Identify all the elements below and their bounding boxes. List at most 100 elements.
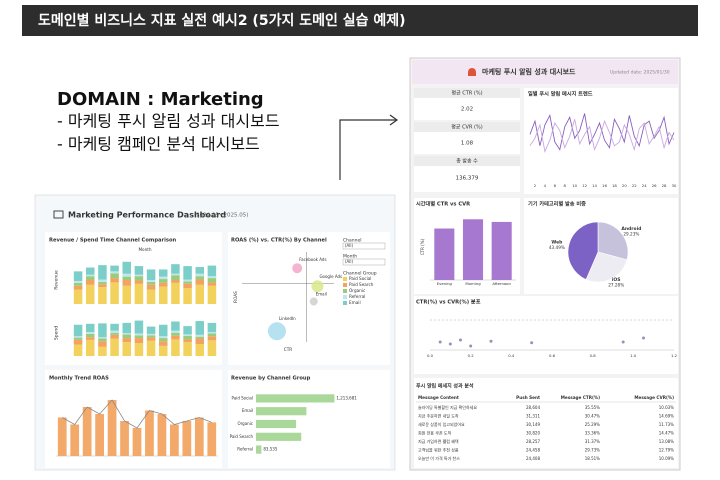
table-cell: 28,604 bbox=[526, 405, 540, 410]
bubble bbox=[309, 297, 318, 306]
table-cell: 33.36% bbox=[585, 431, 600, 436]
slice-label: Android bbox=[621, 226, 641, 232]
bar-segment bbox=[98, 279, 107, 282]
bubble-label: Google Ads bbox=[319, 274, 342, 279]
bar-segment bbox=[98, 323, 107, 338]
x-tick-label: 26 bbox=[652, 183, 657, 188]
kpi-label: 평균 CVR (%) bbox=[451, 124, 482, 131]
campaign-title: Marketing Performance Dashboard bbox=[68, 211, 226, 220]
bar-segment bbox=[207, 276, 217, 279]
filter-value[interactable]: (All) bbox=[345, 243, 354, 248]
bubble-label: LinkedIn bbox=[279, 316, 296, 321]
intro-item: - 마케팅 푸시 알림 성과 대시보드 bbox=[57, 112, 280, 131]
bar-segment bbox=[73, 289, 83, 304]
bar-segment bbox=[171, 273, 180, 276]
panel bbox=[414, 378, 678, 468]
bar bbox=[120, 421, 129, 456]
kpi-label: 총 발송 수 bbox=[456, 158, 478, 165]
bar bbox=[132, 428, 142, 456]
table-header: Push Sent bbox=[516, 395, 540, 400]
x-tick-label: 6 bbox=[554, 183, 557, 188]
push-header bbox=[412, 60, 678, 84]
filter-label: Channel bbox=[343, 238, 361, 244]
bar-segment bbox=[73, 280, 83, 283]
table-header: Message Content bbox=[418, 395, 459, 400]
bar-segment bbox=[146, 333, 156, 336]
bell-icon bbox=[468, 68, 476, 77]
bar-segment bbox=[110, 323, 119, 331]
table-cell: 31.37% bbox=[585, 439, 600, 444]
bar-segment bbox=[146, 269, 156, 280]
bar-segment bbox=[73, 344, 83, 356]
bar-segment bbox=[183, 334, 192, 336]
bar-segment bbox=[158, 286, 168, 304]
x-tick-label: 22 bbox=[632, 183, 637, 188]
table-title: 푸시 알림 메세지 성과 분석 bbox=[416, 383, 474, 390]
domain-title: DOMAIN : Marketing bbox=[57, 89, 264, 110]
bar-segment bbox=[158, 345, 168, 356]
bar-segment bbox=[207, 322, 217, 333]
filter-dropdown[interactable] bbox=[342, 242, 386, 250]
kpi-cards: 평균 CTR (%) 2.02 평균 CVR (%) 1.08 총 발송 수 1… bbox=[414, 88, 520, 192]
trend-line bbox=[62, 399, 212, 429]
bar-segment bbox=[85, 280, 95, 285]
bar bbox=[491, 221, 512, 280]
bar-segment bbox=[122, 280, 132, 286]
x-tick-label: 20 bbox=[622, 183, 627, 188]
bar-segment bbox=[110, 265, 119, 272]
x-tick-label: 1.2 bbox=[671, 353, 678, 358]
filter-value[interactable]: (All) bbox=[345, 259, 354, 264]
bar-segment bbox=[195, 336, 205, 339]
slice-value: 29.23% bbox=[623, 231, 639, 236]
chart-title: 일별 푸시 알림 메시지 트렌드 bbox=[528, 90, 593, 98]
bar-segment bbox=[98, 287, 107, 304]
table-cell: 10.09% bbox=[659, 456, 674, 461]
bar-segment bbox=[195, 279, 205, 285]
bar-segment bbox=[134, 335, 144, 339]
table-cell: 24,458 bbox=[526, 448, 540, 453]
bar-segment bbox=[195, 284, 205, 304]
bar-segment bbox=[158, 336, 168, 339]
y-tick-label: Paid Search bbox=[230, 434, 254, 439]
bar-segment bbox=[146, 340, 156, 356]
bar-segment bbox=[158, 279, 168, 283]
y-tick-label: Email bbox=[242, 408, 253, 413]
table-cell: 14.47% bbox=[659, 431, 674, 436]
bar-segment bbox=[122, 261, 132, 274]
bar-segment bbox=[146, 284, 156, 290]
table-cell: 지금 주문하면 내일 도착 bbox=[418, 413, 459, 419]
bar-segment bbox=[110, 334, 119, 339]
bar-segment bbox=[98, 265, 107, 280]
kpi-label: 평균 CTR (%) bbox=[451, 90, 482, 97]
bar-segment bbox=[73, 336, 83, 338]
pie-slice bbox=[567, 221, 599, 280]
bar bbox=[256, 419, 297, 429]
legend-label: Email bbox=[349, 300, 361, 305]
slice-label: Web bbox=[551, 240, 563, 246]
x-tick-label: 30 bbox=[672, 183, 677, 188]
bar-segment bbox=[85, 333, 95, 338]
bar-segment bbox=[158, 324, 168, 337]
point bbox=[642, 336, 645, 340]
point bbox=[621, 340, 625, 344]
bar-segment bbox=[195, 334, 205, 337]
bar-segment bbox=[134, 274, 144, 277]
point bbox=[448, 342, 452, 346]
bar-segment bbox=[122, 285, 132, 304]
x-tick-label: 1.0 bbox=[630, 353, 637, 358]
point bbox=[469, 344, 473, 348]
bar-segment bbox=[195, 338, 205, 345]
table-cell: 12.79% bbox=[659, 448, 674, 453]
panel bbox=[524, 88, 678, 194]
filter-dropdown[interactable] bbox=[342, 258, 386, 266]
bar-segment bbox=[158, 338, 168, 342]
x-tick-label: Evening bbox=[437, 281, 453, 286]
bar-segment bbox=[195, 273, 205, 277]
x-tick-label: 18 bbox=[612, 183, 617, 188]
bar bbox=[256, 432, 302, 441]
value-label: 1,213,681 bbox=[336, 395, 357, 400]
slice-label: iOS bbox=[612, 277, 621, 283]
bar-segment bbox=[134, 283, 144, 304]
bar-segment bbox=[110, 273, 119, 279]
table-cell: 30,820 bbox=[526, 431, 540, 436]
